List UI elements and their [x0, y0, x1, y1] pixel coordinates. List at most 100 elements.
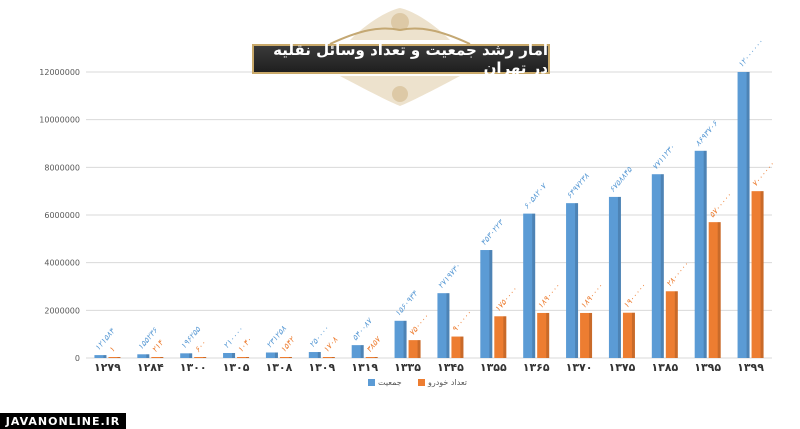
- bar-vehicles: [580, 312, 593, 358]
- bar-vehicles: [451, 336, 464, 358]
- data-label-vehicles: ۱۷۰۸: [321, 335, 339, 354]
- bar-shade: [489, 250, 493, 358]
- y-tick-label: 6000000: [44, 211, 80, 220]
- bar-shade: [503, 316, 507, 358]
- bar-vehicles: [322, 357, 335, 358]
- watermark: JAVANONLINE.IR: [0, 413, 126, 429]
- x-tick-label: ۱۳۷۰: [566, 361, 593, 374]
- bar-vehicles: [537, 312, 550, 358]
- bar-vehicles: [408, 340, 421, 358]
- data-label-population: ۶۷۵۸۸۴۵: [608, 165, 635, 194]
- data-label-vehicles: ۲۱۴: [150, 338, 166, 354]
- bar-shade: [532, 213, 536, 358]
- y-axis-ticks: 0 2000000 4000000 6000000 8000000 10000000 120…: [39, 68, 80, 363]
- bar-population: [651, 174, 664, 358]
- bar-population: [523, 213, 536, 358]
- x-tick-label: ۱۳۰۵: [223, 361, 250, 374]
- x-tick-label: ۱۳۴۵: [437, 361, 464, 374]
- data-label-population: ۲۷۱۹۷۳۰: [436, 262, 462, 291]
- data-label-vehicles: ۹۰۰۰۰۰: [450, 308, 473, 334]
- ornament-bottom: [340, 76, 460, 106]
- bar-population: [694, 150, 707, 358]
- data-label-vehicles: ۱: [107, 345, 117, 354]
- y-tick-label: 10000000: [39, 116, 80, 125]
- data-label-population: ۵۴۰۰۸۷: [350, 316, 375, 343]
- bar-population: [566, 203, 579, 358]
- bar-shade: [360, 345, 364, 358]
- bar-vehicles: [622, 312, 635, 358]
- y-tick-label: 0: [75, 354, 80, 363]
- bar-vehicles: [108, 357, 121, 358]
- bar-shade: [331, 357, 335, 358]
- y-tick-label: 12000000: [39, 68, 80, 77]
- legend-swatch-population: [368, 379, 375, 386]
- legend-label-population: جمعیت: [378, 378, 402, 387]
- x-tick-label: ۱۳۹۵: [694, 361, 721, 374]
- legend-swatch-vehicles: [418, 379, 425, 386]
- y-tick-label: 2000000: [44, 306, 80, 315]
- bar-shade: [232, 352, 236, 358]
- bar-shade: [203, 357, 207, 358]
- bar-vehicles: [665, 291, 678, 358]
- bar-population: [308, 352, 321, 358]
- data-label-vehicles: ۱۹۰۰۰۰۰: [622, 281, 648, 310]
- data-label-vehicles: ۳۸۵۷: [364, 334, 383, 354]
- bar-population: [137, 354, 150, 358]
- bar-shade: [589, 312, 593, 358]
- bar-vehicles: [279, 357, 292, 358]
- data-label-vehicles: ۷۵۰۰۰۰: [407, 312, 430, 338]
- bar-shade: [117, 357, 121, 358]
- title-banner: آمار رشد جمعیت و تعداد وسائل نقلیه در ته…: [252, 41, 550, 77]
- bar-shade: [246, 357, 250, 358]
- bar-population: [608, 196, 621, 358]
- ornament-top: [329, 8, 471, 45]
- bar-shade: [403, 320, 407, 358]
- bar-shade: [617, 196, 621, 358]
- bar-vehicles: [708, 222, 721, 358]
- bar-vehicles: [237, 357, 250, 358]
- x-tick-label: ۱۳۶۵: [523, 361, 550, 374]
- bar-shade: [103, 355, 107, 358]
- bars: [94, 72, 764, 358]
- bar-shade: [660, 174, 664, 358]
- data-label-vehicles: ۱۷۵۰۰۰۰: [493, 285, 519, 314]
- data-label-vehicles: ۷۰۰۰۰۰۰: [750, 160, 776, 189]
- bar-population: [265, 352, 278, 358]
- data-label-population: ۱۲۰۰۰۰۰۰: [736, 37, 765, 69]
- x-tick-label: ۱۳۸۵: [651, 361, 678, 374]
- bar-shade: [446, 293, 450, 358]
- bar-shade: [288, 357, 292, 358]
- data-label-population: ۶۰۵۸۲۰۷: [522, 181, 549, 211]
- data-label-vehicles: ۶۰۰: [193, 339, 208, 355]
- bar-shade: [631, 312, 635, 358]
- bar-shade: [417, 340, 421, 358]
- bar-shade: [746, 72, 750, 358]
- bar-shade: [703, 150, 707, 358]
- chart-title: آمار رشد جمعیت و تعداد وسائل نقلیه در ته…: [273, 41, 548, 77]
- bar-population: [437, 293, 450, 358]
- bar-shade: [374, 357, 378, 358]
- bar-population: [394, 320, 407, 358]
- x-tick-label: ۱۳۹۹: [737, 361, 764, 374]
- x-tick-label: ۱۲۸۴: [137, 361, 164, 374]
- bar-shade: [160, 357, 164, 358]
- data-label-population: ۱۵۶۰۹۳۴: [393, 289, 420, 318]
- bar-population: [94, 355, 107, 358]
- bar-vehicles: [751, 191, 764, 358]
- bar-vehicles: [151, 357, 164, 358]
- y-tick-label: 8000000: [44, 163, 80, 172]
- bar-shade: [460, 336, 464, 358]
- bar-vehicles: [494, 316, 507, 358]
- bar-shade: [717, 222, 721, 358]
- bar-population: [480, 250, 493, 358]
- data-label-vehicles: ۱۸۹۰۰۰۰: [579, 281, 605, 310]
- bar-shade: [674, 291, 678, 358]
- y-tick-label: 4000000: [44, 259, 80, 268]
- data-label-population: ۸۶۹۳۷۰۶: [693, 119, 720, 148]
- legend: جمعیت تعداد خودرو: [368, 378, 467, 387]
- x-tick-label: ۱۲۷۹: [94, 361, 121, 374]
- bar-population: [223, 352, 236, 358]
- bar-population: [351, 345, 364, 358]
- x-axis-ticks: ۱۲۷۹ ۱۲۸۴ ۱۳۰۰ ۱۳۰۵ ۱۳۰۸ ۱۳۰۹ ۱۳۱۹ ۱۳۳۵ ۱۳۴۵ ۱۳۵۵…: [94, 361, 764, 374]
- legend-label-vehicles: تعداد خودرو: [427, 378, 467, 387]
